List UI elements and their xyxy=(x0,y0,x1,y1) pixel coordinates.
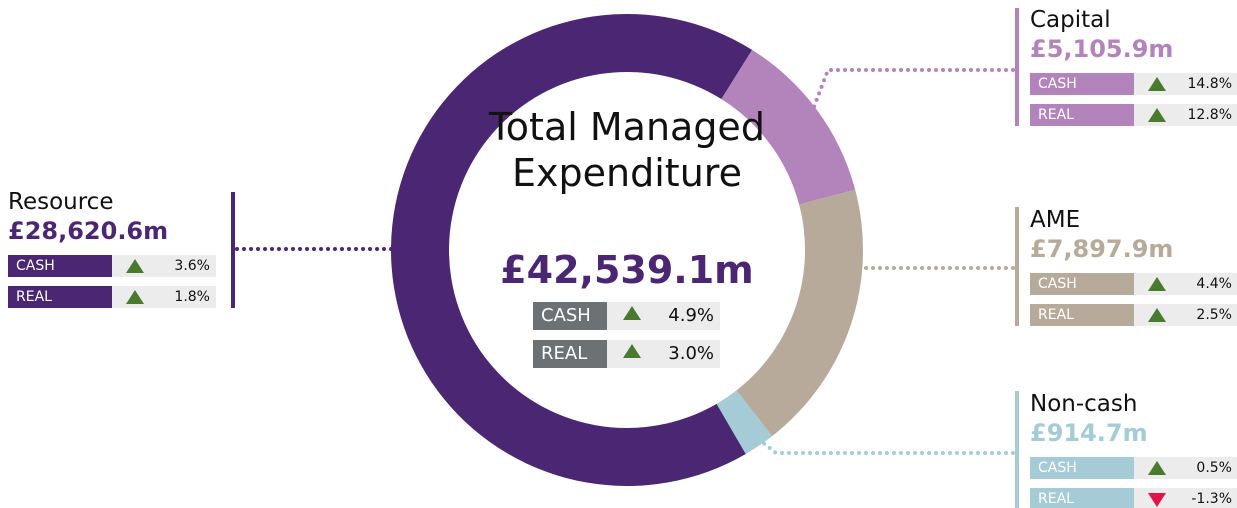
change-row: REAL -1.3% xyxy=(1030,488,1237,508)
change-box: 0.5% xyxy=(1134,457,1237,479)
change-type: CASH xyxy=(8,255,112,277)
change-box: 4.9% xyxy=(607,302,720,330)
down-arrow xyxy=(1148,493,1166,507)
total-value: £42,539.1m xyxy=(500,248,754,292)
change-type: REAL xyxy=(1030,104,1134,126)
up-arrow xyxy=(1148,277,1166,291)
change-value: 14.8% xyxy=(1187,76,1232,92)
donut-segment xyxy=(391,13,753,487)
change-value: 2.5% xyxy=(1196,307,1232,323)
up-arrow xyxy=(1148,108,1166,122)
change-value: 0.5% xyxy=(1196,460,1232,476)
up-arrow xyxy=(126,259,144,273)
change-box: 4.4% xyxy=(1134,273,1237,295)
donut-segment xyxy=(736,189,863,437)
change-type: REAL xyxy=(1030,304,1134,326)
change-box: -1.3% xyxy=(1134,488,1237,508)
category-value: £914.7m xyxy=(1030,419,1148,447)
category-name: Resource xyxy=(8,189,114,215)
change-row: REAL 3.0% xyxy=(533,340,720,368)
change-box: 2.5% xyxy=(1134,304,1237,326)
category-name: Non-cash xyxy=(1030,391,1138,417)
up-arrow xyxy=(1148,77,1166,91)
change-row: CASH 3.6% xyxy=(8,255,216,277)
change-type: REAL xyxy=(1030,488,1134,508)
change-box: 12.8% xyxy=(1134,104,1237,126)
up-arrow xyxy=(126,290,144,304)
change-value: 4.4% xyxy=(1196,276,1232,292)
change-type: CASH xyxy=(1030,73,1134,95)
change-row: REAL 12.8% xyxy=(1030,104,1237,126)
category-name: Capital xyxy=(1030,7,1111,33)
up-arrow xyxy=(623,306,641,320)
change-value: 4.9% xyxy=(668,305,714,326)
up-arrow xyxy=(1148,308,1166,322)
connector xyxy=(760,440,1015,455)
change-value: 3.0% xyxy=(668,343,714,364)
change-value: -1.3% xyxy=(1191,491,1232,507)
category-value: £7,897.9m xyxy=(1030,235,1174,263)
change-value: 3.6% xyxy=(174,258,210,274)
change-value: 1.8% xyxy=(174,289,210,305)
category-name: AME xyxy=(1030,207,1081,233)
change-row: CASH 4.4% xyxy=(1030,273,1237,295)
change-box: 1.8% xyxy=(112,286,216,308)
change-type: CASH xyxy=(1030,273,1134,295)
up-arrow xyxy=(1148,461,1166,475)
change-box: 3.6% xyxy=(112,255,216,277)
change-type: CASH xyxy=(1030,457,1134,479)
donut-segment xyxy=(716,390,773,454)
change-row: CASH 4.9% xyxy=(533,302,720,330)
change-type: REAL xyxy=(8,286,112,308)
change-type: CASH xyxy=(533,302,607,330)
change-row: CASH 14.8% xyxy=(1030,73,1237,95)
chart-title: Total Managed Expenditure xyxy=(489,105,765,195)
donut-segment xyxy=(721,49,856,205)
change-row: REAL 2.5% xyxy=(1030,304,1237,326)
connector xyxy=(810,68,1015,114)
change-box: 3.0% xyxy=(607,340,720,368)
change-type: REAL xyxy=(533,340,607,368)
change-box: 14.8% xyxy=(1134,73,1237,95)
category-value: £28,620.6m xyxy=(8,217,169,245)
up-arrow xyxy=(623,344,641,358)
change-row: REAL 1.8% xyxy=(8,286,216,308)
change-row: CASH 0.5% xyxy=(1030,457,1237,479)
change-value: 12.8% xyxy=(1187,107,1232,123)
category-value: £5,105.9m xyxy=(1030,35,1174,63)
